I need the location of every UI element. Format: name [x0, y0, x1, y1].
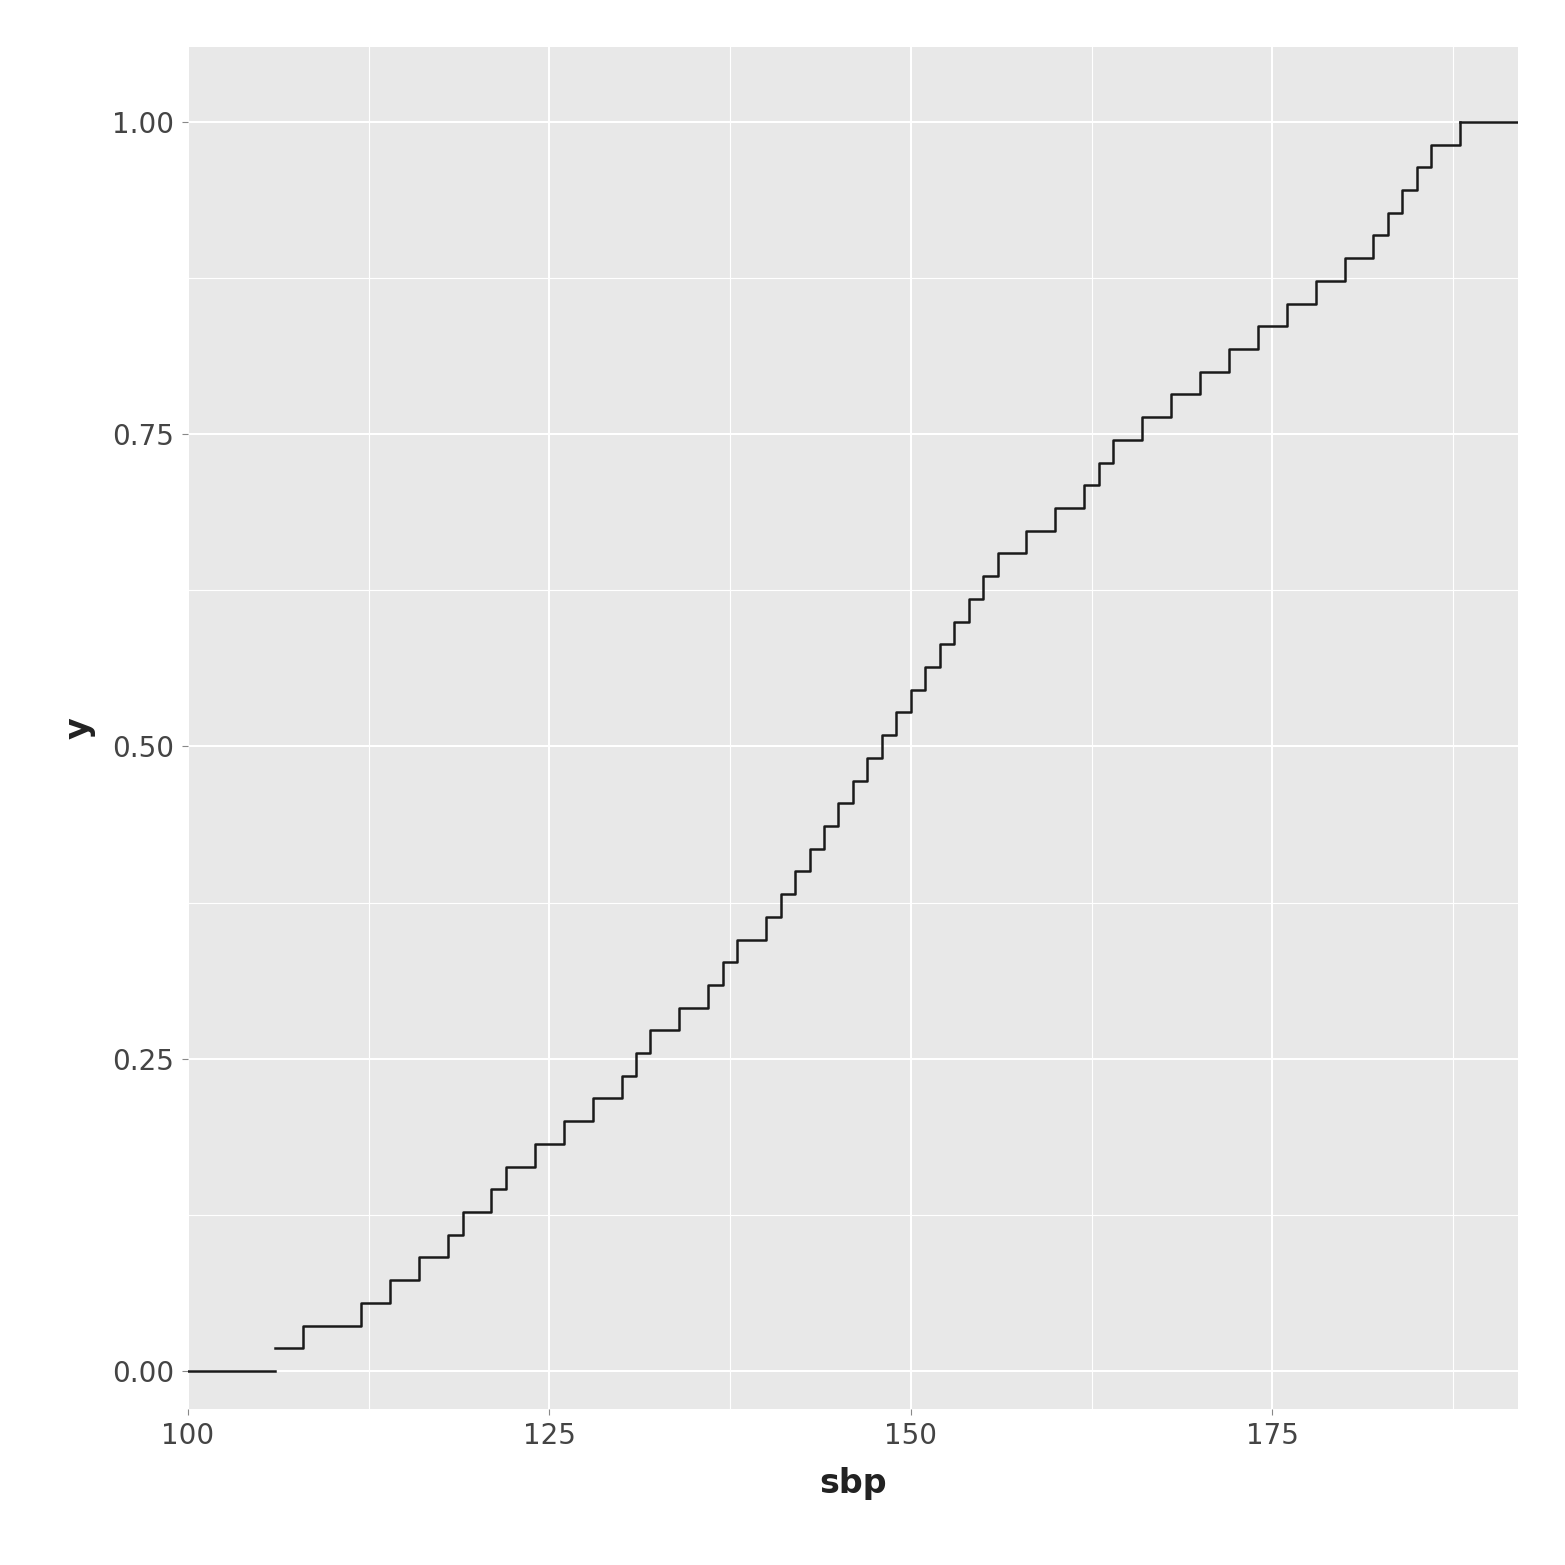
X-axis label: sbp: sbp	[818, 1466, 887, 1501]
Y-axis label: y: y	[63, 717, 95, 739]
